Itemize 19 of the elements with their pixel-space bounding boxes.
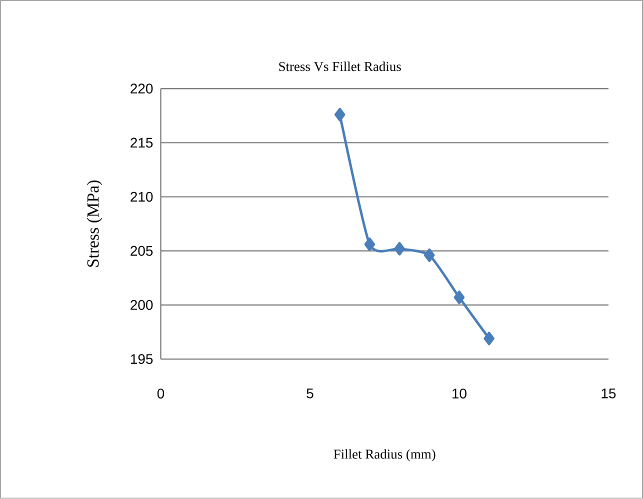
point: [454, 290, 465, 304]
y-tick-label: 200: [130, 300, 153, 310]
point: [334, 108, 346, 122]
chart-title: Stress Vs Fillet Radius: [279, 62, 401, 72]
x-axis-title: Fillet Radius (mm): [334, 449, 436, 462]
point: [394, 242, 405, 256]
y-tick-label: 215: [130, 138, 153, 148]
x-tick-label: 0: [157, 388, 164, 399]
x-tick-label: 15: [602, 388, 616, 398]
x-tick-label: 5: [306, 388, 314, 398]
point: [424, 248, 435, 262]
y-tick-label: 210: [130, 192, 153, 202]
y-tick-label: 205: [130, 246, 153, 256]
y-axis-title: Stress (MPa): [86, 180, 102, 267]
point: [484, 332, 494, 346]
x-tick-label: 10: [452, 388, 466, 399]
y-tick-label: 195: [130, 354, 153, 364]
y-tick-label: 220: [130, 84, 153, 94]
point: [364, 238, 376, 252]
